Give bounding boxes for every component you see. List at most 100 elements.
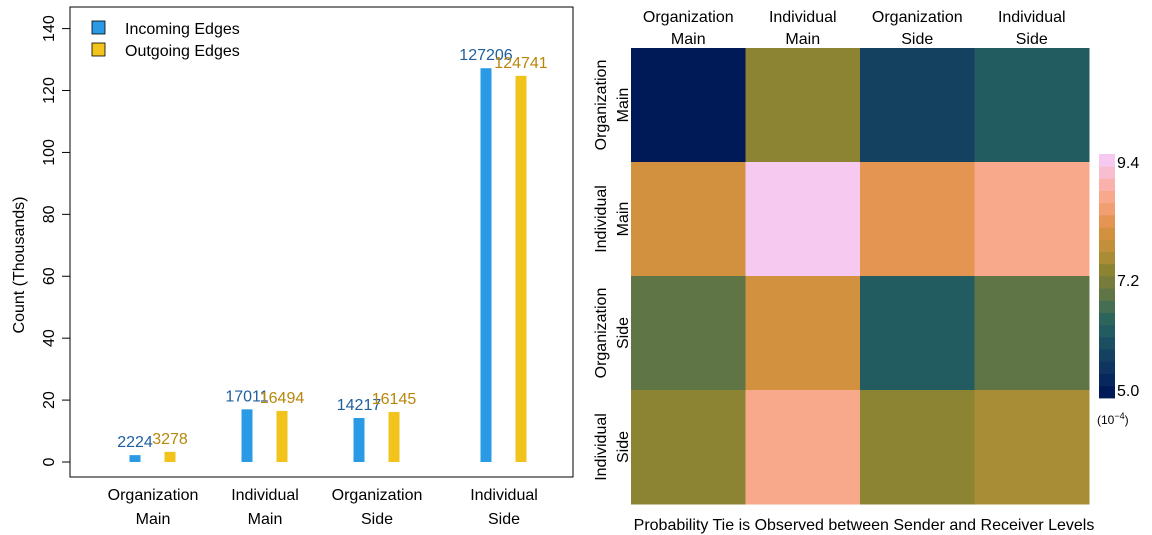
heatmap-column-label: Individual [769,9,837,26]
heatmap: Organization Main Individual Main Organizati… [593,9,1139,534]
bar [515,75,527,463]
heatmap-column-label: Organization [643,9,734,26]
heatmap-row-label: Side [615,431,632,463]
colorbar-segment [1099,263,1115,277]
y-tick-label: 80 [41,205,58,223]
bar [129,455,141,462]
legend-swatch [91,42,106,57]
heatmap-cell [745,162,861,277]
heatmap-cell [974,390,1090,505]
heatmap-cell [974,162,1090,277]
heatmap-cell [631,162,746,277]
colorbar-segment [1099,312,1115,326]
heatmap-column-label: Organization [872,9,963,26]
y-tick-label: 40 [41,329,58,347]
heatmap-cell [860,48,975,163]
x-category-label: Individual [470,487,538,504]
heatmap-cell [745,48,861,163]
heatmap-column-labels: Organization Main Individual Main Organizati… [643,9,1066,48]
colorbar-segment [1099,239,1115,252]
y-tick-label: 120 [41,77,58,104]
heatmap-row-label: Individual [593,413,610,481]
heatmap-cell [745,390,861,505]
legend-swatch [91,20,106,35]
heatmap-cell [631,390,746,505]
x-category-label: Individual [231,487,299,504]
colorbar-segment [1099,202,1115,216]
heatmap-row-label: Individual [593,185,610,253]
x-category-label: Side [361,511,393,528]
x-category-label: Main [136,511,171,528]
heatmap-cell [974,48,1090,163]
heatmap-cell [860,162,975,277]
y-tick-label: 20 [41,391,58,409]
bar-value-label: 17011 [225,388,268,405]
y-tick-label: 100 [41,139,58,166]
bar-value-label: 16145 [372,391,417,408]
heatmap-column-label: Side [1016,31,1048,48]
heatmap-row-label: Organization [593,60,610,151]
bar-value-label: 127206 [459,47,512,64]
plot-frame [69,6,574,478]
heatmap-column-label: Main [671,31,706,48]
colorbar-segment [1099,337,1115,350]
bar-chart: 0 20 40 60 80 100 120 140 Count (Thousands) 222… [11,6,574,528]
colorbar-segment [1099,251,1115,265]
bar [241,409,253,462]
colorbar-segment [1099,385,1115,399]
heatmap-cell [631,276,746,391]
heatmap-column-label: Main [785,31,820,48]
bar-value-label: 3278 [152,431,188,448]
colorbar-segment [1099,324,1115,338]
colorbar-segment [1099,300,1115,313]
colorbar-tick-label: 9.4 [1117,155,1139,172]
heatmap-cell [974,276,1090,391]
bar-value-label: 16494 [260,390,305,407]
heatmap-row-label: Organization [593,288,610,379]
bar [276,410,288,462]
legend-label: Outgoing Edges [125,43,240,60]
colorbar-segment [1099,178,1115,191]
x-category-label: Side [488,511,520,528]
bars: 2224 17011 14217 127206 3278 16494 16145 124741 [117,47,548,463]
legend-label: Incoming Edges [125,21,240,38]
bar [480,68,492,462]
colorbar-segment [1099,190,1115,204]
colorbar-tick-label: 7.2 [1117,273,1139,290]
y-axis: 0 20 40 60 80 100 120 140 [41,15,71,466]
bar [164,451,176,462]
bar-value-label: 14217 [337,397,382,414]
colorbar-segment [1099,166,1115,179]
heatmap-cell [860,390,975,505]
colorbar-segment [1099,227,1115,240]
y-tick-label: 0 [41,457,58,466]
heatmap-row-label: Main [615,88,632,123]
bar [388,412,400,462]
heatmap-cell [745,276,861,391]
y-tick-label: 140 [41,15,58,42]
colorbar-segment [1099,361,1115,374]
colorbar-segment [1099,154,1115,167]
x-category-label: Main [248,511,283,528]
bar-value-label: 124741 [494,55,547,72]
colorbar-tick-label: 5.0 [1117,383,1139,400]
colorbar-unit-label: (10−4) [1097,411,1129,427]
bar [353,417,365,462]
colorbar-segment [1099,276,1115,289]
heatmap-column-label: Side [901,31,933,48]
colorbar-segment [1099,373,1115,387]
bar-value-label: 2224 [117,434,153,451]
colorbar: 9.4 7.2 5.0 (10−4) [1097,154,1139,427]
heatmap-row-label: Main [615,202,632,237]
heatmap-column-label: Individual [998,9,1066,26]
x-category-label: Organization [108,487,199,504]
y-tick-label: 60 [41,267,58,285]
heatmap-row-labels: Organization Main Individual Main Organizati… [593,60,632,481]
colorbar-segment [1099,288,1115,301]
heatmap-cell [631,48,746,163]
heatmap-caption: Probability Tie is Observed between Send… [634,517,1095,534]
colorbar-segment [1099,349,1115,362]
heatmap-cell [860,276,975,391]
y-axis-title: Count (Thousands) [11,197,28,334]
